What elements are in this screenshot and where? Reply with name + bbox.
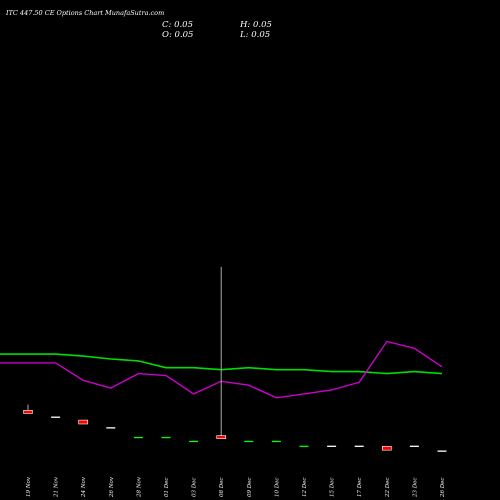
x-tick-label: 01 Dec (164, 478, 170, 498)
x-tick-label: 24 Nov (81, 476, 87, 498)
x-tick-label: 23 Dec (412, 478, 418, 499)
x-tick-label: 03 Dec (192, 478, 198, 498)
x-tick-label: 22 Dec (385, 478, 391, 499)
x-tick-label: 09 Dec (247, 478, 253, 498)
x-tick-label: 26 Dec (440, 478, 446, 499)
x-tick-label: 10 Dec (274, 478, 280, 498)
candle-3 (78, 419, 88, 425)
low-readout: L: 0.05 (239, 30, 270, 40)
candles (23, 266, 447, 452)
x-tick-label: 28 Nov (136, 476, 142, 498)
x-tick-label: 26 Nov (109, 476, 115, 498)
candle-body (381, 445, 392, 451)
high-readout: H: 0.05 (239, 20, 272, 30)
x-tick-label: 12 Dec (302, 478, 308, 498)
x-tick-label: 17 Dec (357, 478, 363, 498)
close-readout: C: 0.05 (162, 20, 193, 30)
candle-body (23, 410, 33, 414)
x-tick-label: 15 Dec (330, 478, 336, 498)
candle-8 (216, 266, 226, 439)
x-tick-label: 08 Dec (219, 478, 225, 498)
chart-title: ITC 447.50 CE Options Chart MunafaSutra.… (5, 9, 164, 17)
candle-body (78, 419, 88, 425)
candle-14 (381, 445, 392, 451)
x-axis-ticks: 19 Nov 21 Nov 24 Nov 26 Nov 28 Nov 01 Dec 03 D… (26, 476, 446, 498)
x-tick-label: 19 Nov (26, 476, 32, 497)
candle-body (216, 435, 226, 439)
x-tick-label: 21 Nov (54, 476, 60, 498)
candle-1 (23, 404, 33, 414)
open-readout: O: 0.05 (162, 30, 193, 40)
